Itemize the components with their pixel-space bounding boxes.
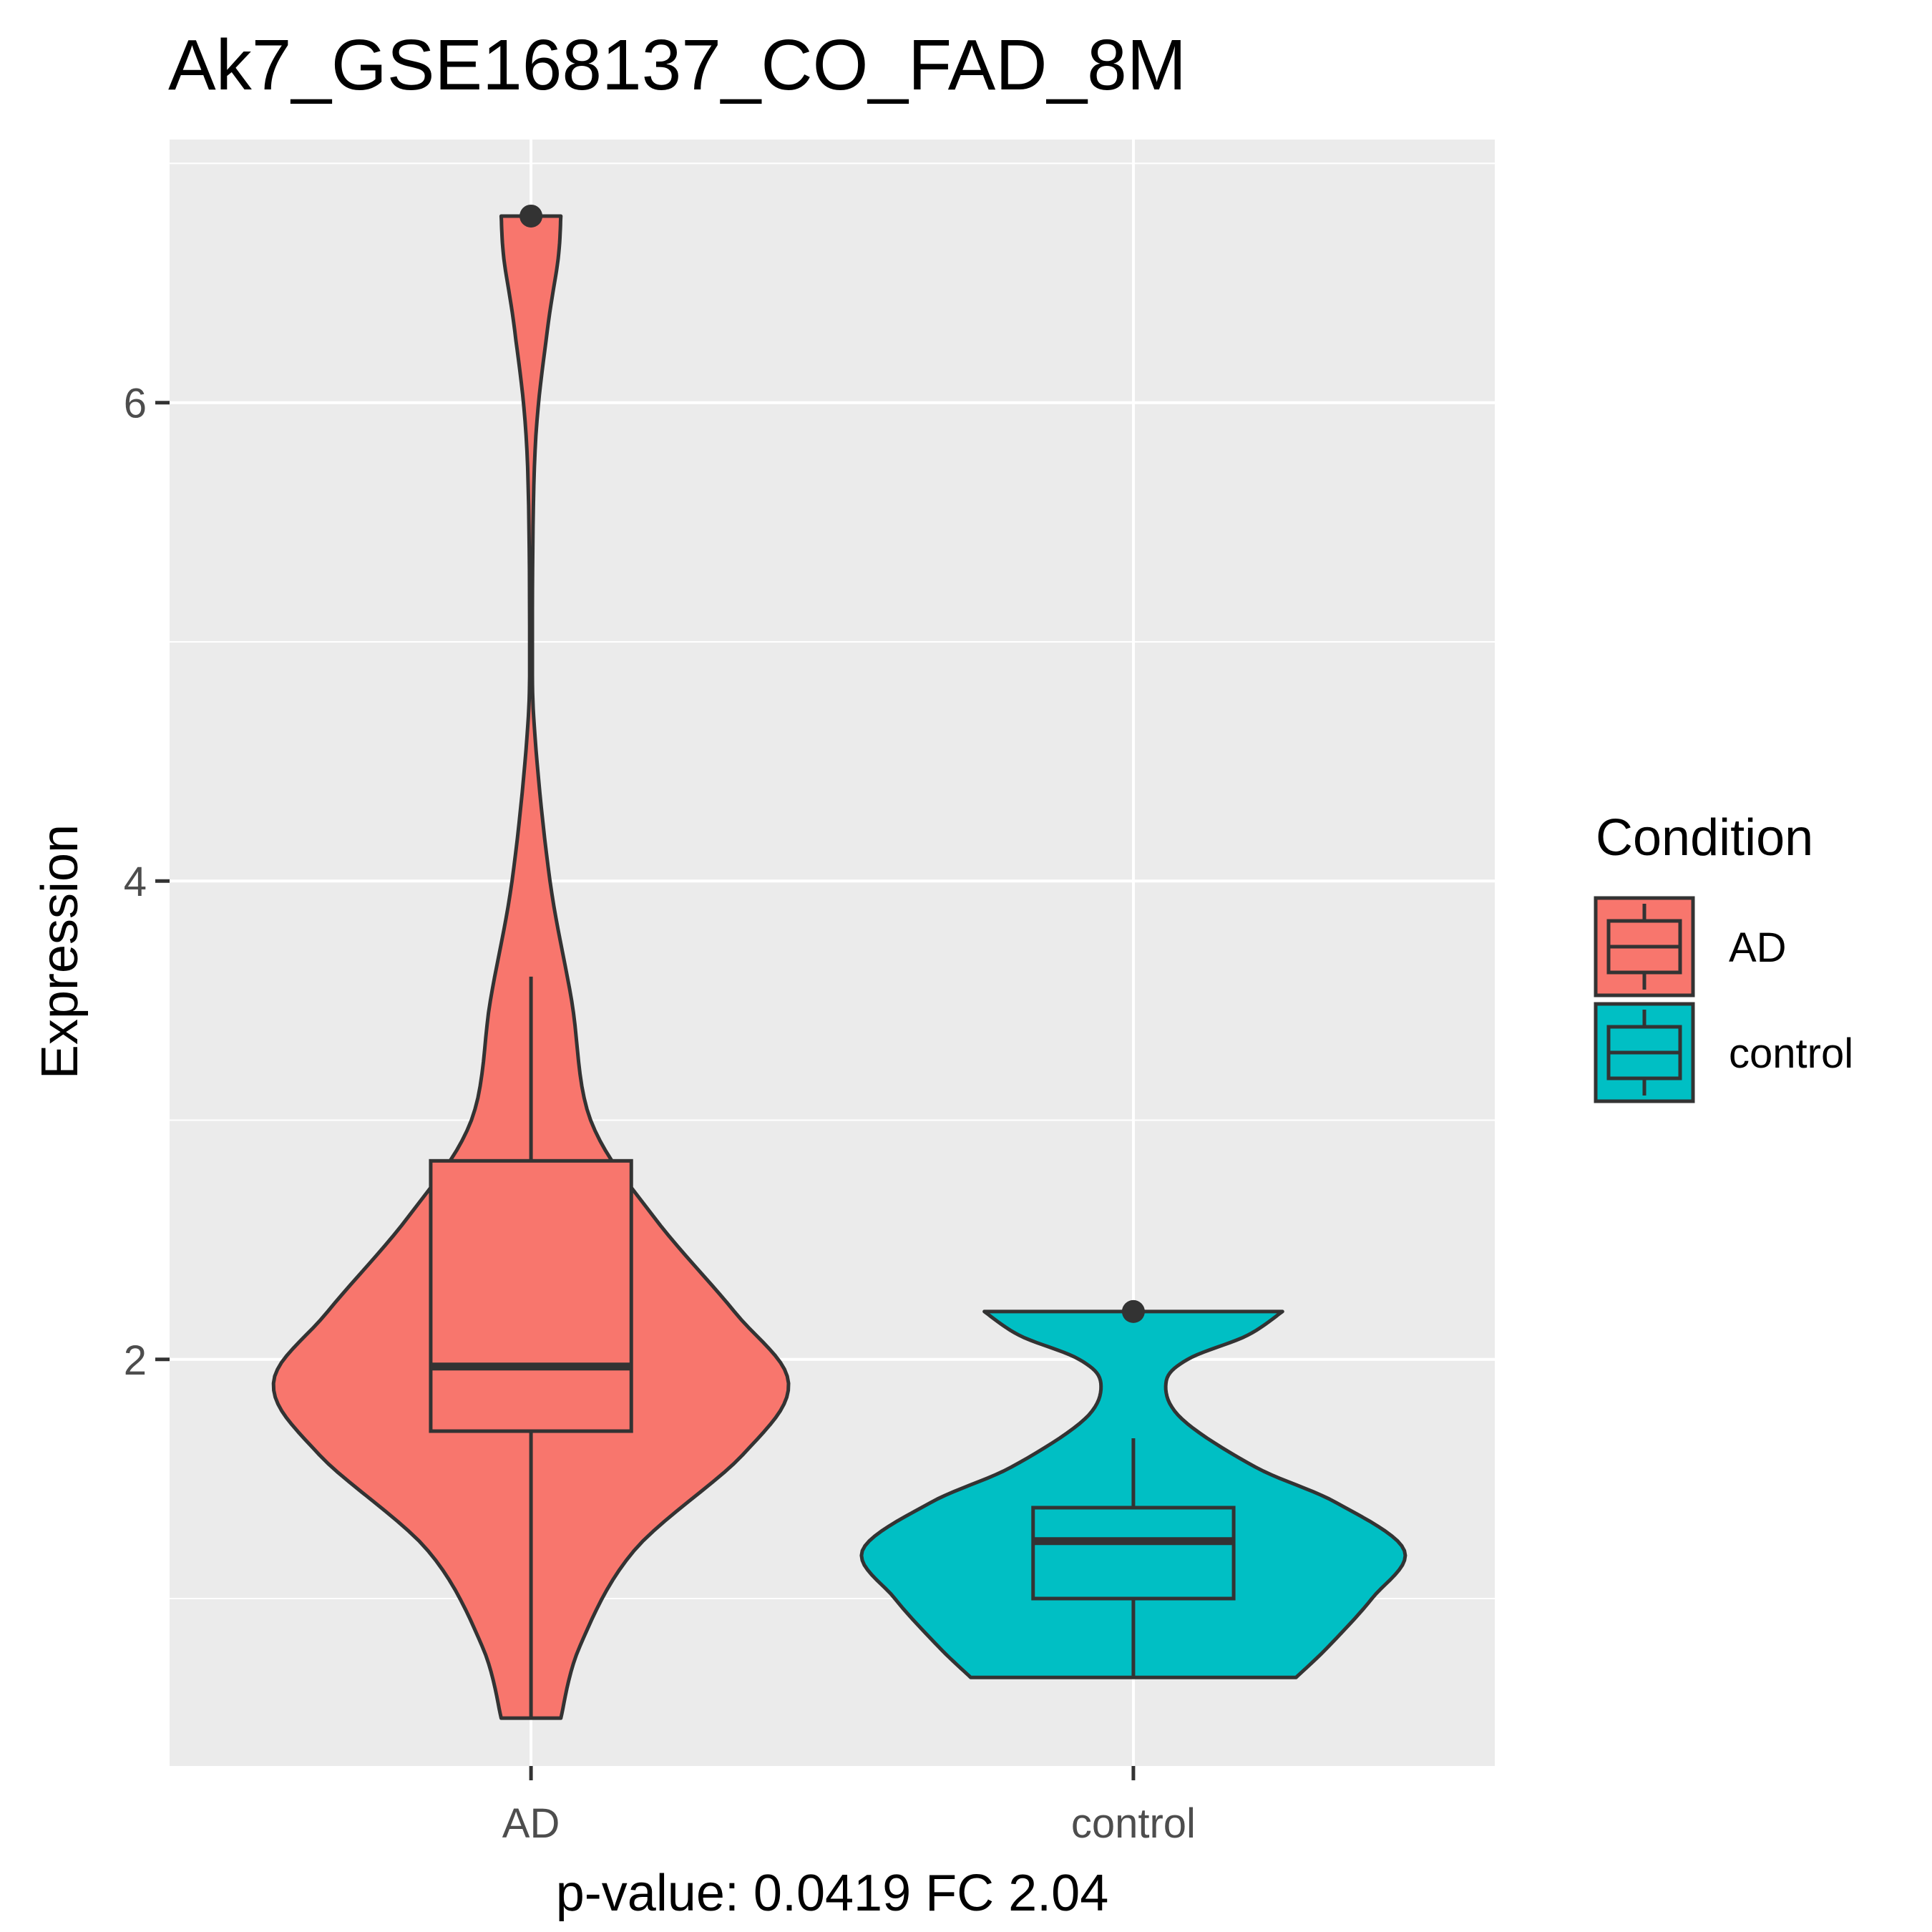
violin-AD (271, 214, 791, 1720)
outlier-point-AD (519, 204, 543, 228)
boxplots (429, 204, 1236, 1719)
axes: 2 4 6 AD control (124, 381, 1196, 1847)
box-control (1031, 1506, 1236, 1601)
box-AD (429, 1158, 633, 1433)
x-tick-label: control (1071, 1800, 1196, 1847)
outlier-point-control (1121, 1299, 1145, 1323)
y-tick-label: 6 (124, 381, 147, 427)
y-tick-label: 4 (124, 859, 147, 905)
y-tick-label: 2 (124, 1337, 147, 1384)
legend-title: Condition (1596, 809, 1813, 867)
legend: Condition AD control (1594, 809, 1853, 1103)
legend-label-control: control (1729, 1030, 1853, 1077)
x-tick-label: AD (502, 1800, 560, 1847)
y-axis-title: Expression (31, 824, 89, 1079)
x-axis-title: p-value: 0.0419 FC 2.04 (556, 1865, 1109, 1922)
legend-label-AD: AD (1729, 924, 1787, 971)
chart-title: Ak7_GSE168137_CO_FAD_8M (168, 25, 1186, 105)
